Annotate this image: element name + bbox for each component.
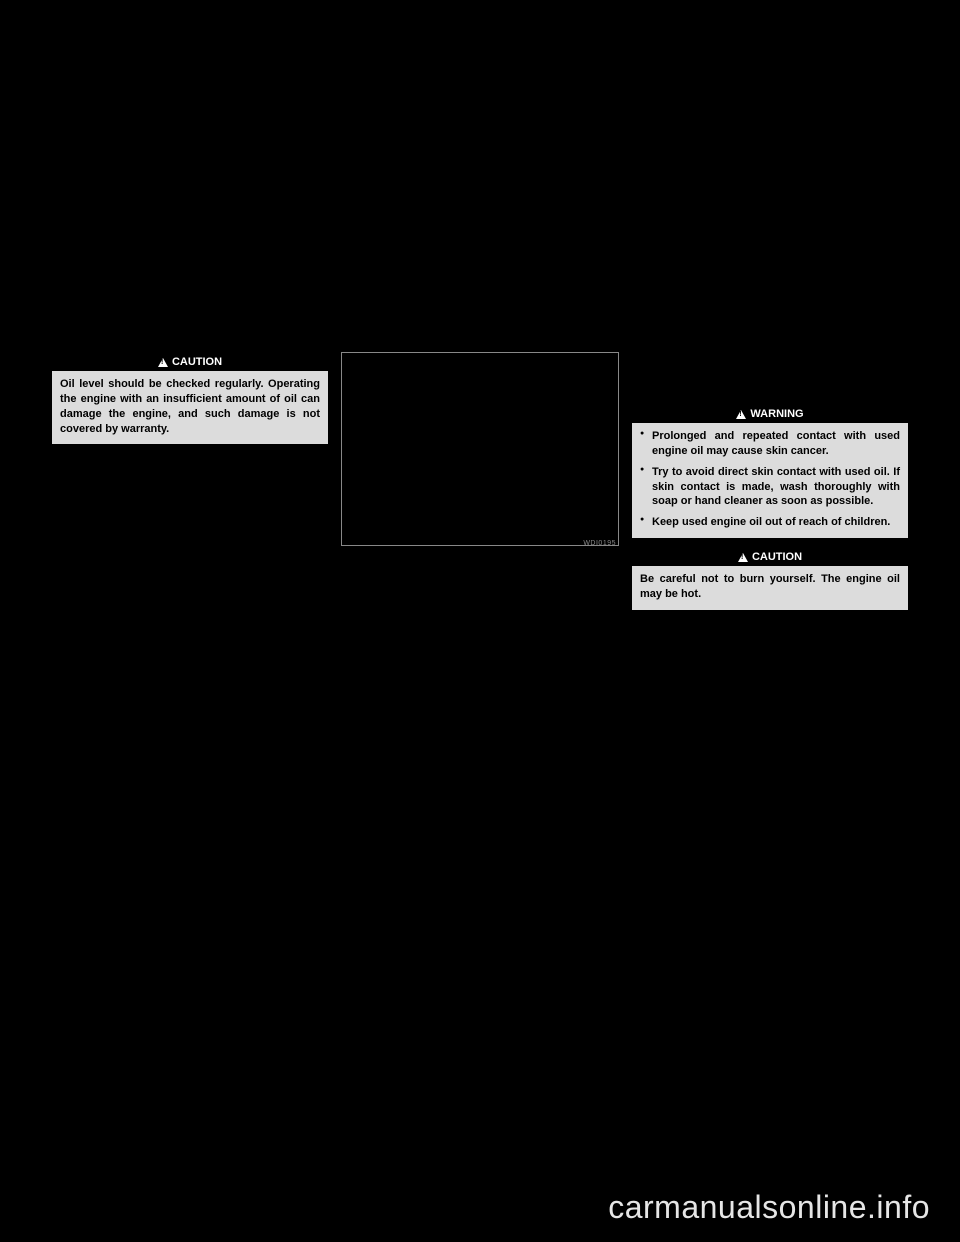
watermark-text: carmanualsonline.info [608,1189,930,1226]
column-3: WARNING Prolonged and repeated contact w… [631,404,909,619]
warning-triangle-icon [158,358,168,367]
warning-list: Prolonged and repeated contact with used… [640,429,900,530]
warning-body: Prolonged and repeated contact with used… [632,423,908,538]
warning-item: Keep used engine oil out of reach of chi… [640,515,900,530]
caution-box-oil-level: CAUTION Oil level should be checked regu… [51,352,329,445]
image-code: WDI0195 [583,540,616,547]
warning-header: WARNING [632,405,908,423]
warning-label: WARNING [750,408,803,420]
diagram-image: WDI0195 [341,352,619,546]
caution-label: CAUTION [172,356,222,368]
warning-triangle-icon [738,553,748,562]
caution-box-hot-oil: CAUTION Be careful not to burn yourself.… [631,547,909,611]
caution-body: Oil level should be checked regularly. O… [52,371,328,444]
caution-header: CAUTION [632,548,908,566]
column-2: WDI0195 [341,352,619,546]
caution-header: CAUTION [52,353,328,371]
manual-page: CAUTION Oil level should be checked regu… [0,0,960,1242]
warning-box-engine-oil: WARNING Prolonged and repeated contact w… [631,404,909,539]
caution-body: Be careful not to burn yourself. The eng… [632,566,908,610]
warning-triangle-icon [736,410,746,419]
warning-item: Try to avoid direct skin contact with us… [640,465,900,510]
column-1: CAUTION Oil level should be checked regu… [51,352,329,453]
caution-label: CAUTION [752,551,802,563]
warning-item: Prolonged and repeated contact with used… [640,429,900,459]
